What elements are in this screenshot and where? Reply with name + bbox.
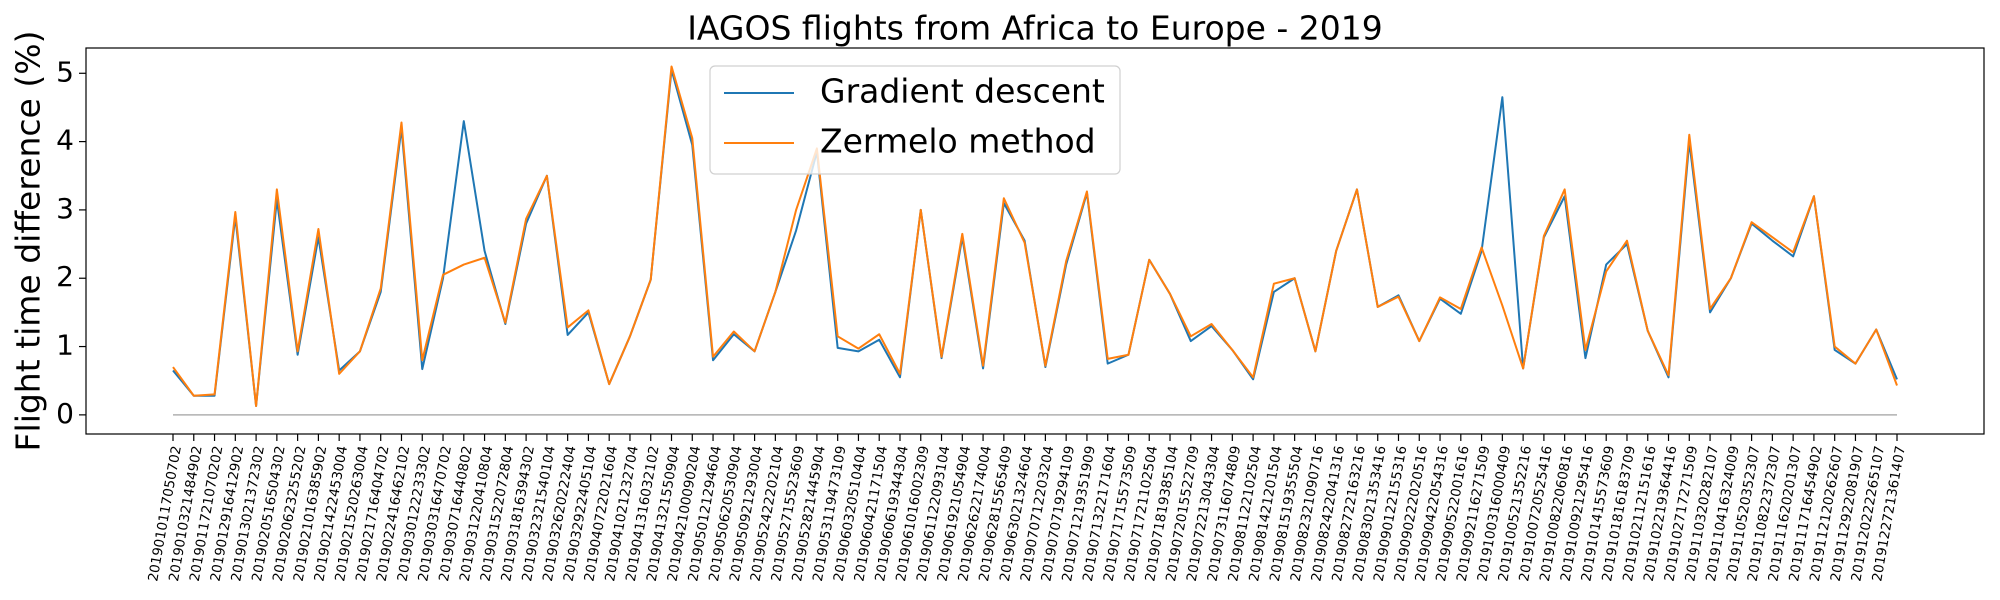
y-axis-label: Flight time difference (%) bbox=[9, 31, 48, 452]
series-line bbox=[172, 65, 1898, 407]
legend-label: Gradient descent bbox=[820, 72, 1105, 111]
chart-title: IAGOS flights from Africa to Europe - 20… bbox=[687, 9, 1383, 48]
y-tick-label: 4 bbox=[56, 124, 74, 157]
axes-frame bbox=[85, 47, 1985, 435]
y-tick-label: 0 bbox=[56, 397, 74, 430]
legend-box bbox=[709, 65, 1121, 175]
y-tick-label: 1 bbox=[56, 329, 74, 362]
y-tick-label: 2 bbox=[56, 260, 74, 293]
legend-label: Zermelo method bbox=[820, 122, 1096, 161]
y-tick-label: 5 bbox=[56, 55, 74, 88]
y-tick-label: 3 bbox=[56, 192, 74, 225]
